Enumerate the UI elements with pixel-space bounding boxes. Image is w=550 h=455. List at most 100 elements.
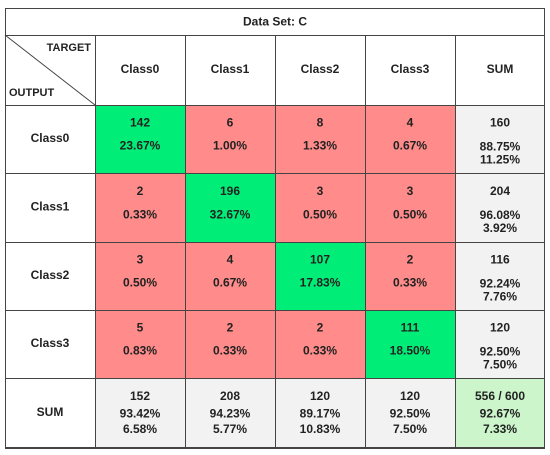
total-error: 7.33% — [483, 422, 517, 436]
cell-r2-c1 — [185, 242, 275, 310]
cell-percent-r1-c0: 0.33% — [123, 207, 157, 221]
cell-r3-c2 — [275, 310, 365, 378]
col-sum-error-1: 5.77% — [213, 422, 247, 436]
cell-count-r2-c0: 3 — [137, 253, 144, 267]
cell-r3-c3 — [365, 310, 455, 378]
row-header-class0: Class0 — [31, 131, 70, 145]
cell-r0-c2 — [275, 105, 365, 173]
grid-lines — [5, 8, 545, 449]
cell-count-r1-c3: 3 — [407, 184, 414, 198]
cell-count-r1-c0: 2 — [137, 184, 144, 198]
row-sum-correct-1: 96.08% — [480, 208, 521, 222]
title-band — [5, 8, 545, 35]
total-accuracy: 92.67% — [480, 407, 521, 421]
col-sum-error-3: 7.50% — [393, 422, 427, 436]
cell-r3-c1 — [185, 310, 275, 378]
cell-r1-c2 — [275, 173, 365, 242]
col-sum-cell-2 — [275, 378, 365, 448]
row-sum-correct-0: 88.75% — [480, 139, 521, 153]
cell-percent-r3-c2: 0.33% — [303, 344, 337, 358]
row-sum-cell-0 — [455, 105, 545, 173]
cell-percent-r3-c3: 18.50% — [390, 344, 431, 358]
col-sum-correct-3: 92.50% — [390, 407, 431, 421]
cell-percent-r3-c1: 0.33% — [213, 344, 247, 358]
cell-percent-r3-c0: 0.83% — [123, 344, 157, 358]
row-header-class1: Class1 — [31, 200, 70, 214]
cell-percent-r1-c1: 32.67% — [210, 207, 251, 221]
cell-percent-r0-c2: 1.33% — [303, 139, 337, 153]
cell-count-r2-c1: 4 — [227, 253, 234, 267]
row-sum-count-0: 160 — [490, 116, 510, 130]
cell-r2-c2 — [275, 242, 365, 310]
column-header-class3: Class3 — [391, 62, 430, 76]
output-label: OUTPUT — [9, 87, 55, 99]
cell-percent-r2-c2: 17.83% — [300, 276, 341, 290]
col-sum-correct-1: 94.23% — [210, 407, 251, 421]
cell-r2-c3 — [365, 242, 455, 310]
cell-count-r0-c2: 8 — [317, 116, 324, 130]
column-header-class2: Class2 — [301, 62, 340, 76]
row-header-class3: Class3 — [31, 336, 70, 350]
cell-r0-c1 — [185, 105, 275, 173]
cell-r0-c3 — [365, 105, 455, 173]
cell-percent-r0-c1: 1.00% — [213, 139, 247, 153]
column-header-class0: Class0 — [121, 62, 160, 76]
cell-count-r2-c3: 2 — [407, 253, 414, 267]
col-sum-correct-0: 93.42% — [120, 407, 161, 421]
cell-percent-r2-c0: 0.50% — [123, 276, 157, 290]
cell-count-r0-c1: 6 — [227, 116, 234, 130]
total-cell — [455, 378, 545, 448]
cell-r2-c0 — [95, 242, 185, 310]
row-sum-count-3: 120 — [490, 321, 510, 335]
cell-count-r3-c3: 111 — [401, 321, 420, 335]
row-sum-error-0: 11.25% — [480, 152, 520, 166]
col-sum-count-0: 152 — [130, 389, 150, 403]
cell-percent-r2-c1: 0.67% — [213, 276, 247, 290]
column-header-sum: SUM — [487, 62, 514, 76]
target-label: TARGET — [47, 42, 92, 54]
row-sum-correct-3: 92.50% — [480, 344, 521, 358]
cell-count-r3-c0: 5 — [137, 321, 144, 335]
col-sum-correct-2: 89.17% — [300, 407, 341, 421]
cell-r1-c0 — [95, 173, 185, 242]
row-sum-cell-2 — [455, 242, 545, 310]
col-sum-count-3: 120 — [400, 389, 420, 403]
col-sum-count-2: 120 — [310, 389, 330, 403]
row-sum-error-1: 3.92% — [483, 221, 517, 235]
corner-diagonal — [4, 34, 96, 106]
cell-count-r3-c1: 2 — [227, 321, 234, 335]
cell-percent-r1-c2: 0.50% — [303, 207, 337, 221]
chart-title: Data Set: C — [243, 15, 307, 29]
row-sum-cell-3 — [455, 310, 545, 378]
cell-percent-r0-c0: 23.67% — [120, 139, 161, 153]
cell-count-r3-c2: 2 — [317, 321, 324, 335]
row-header-class2: Class2 — [31, 268, 70, 282]
total-count: 556 / 600 — [475, 389, 525, 403]
cell-percent-r0-c3: 0.67% — [393, 139, 427, 153]
col-sum-cell-0 — [95, 378, 185, 448]
cell-r0-c0 — [95, 105, 185, 173]
row-header-sum: SUM — [37, 405, 64, 419]
cell-r1-c1 — [185, 173, 275, 242]
row-sum-error-3: 7.50% — [483, 357, 517, 371]
row-sum-error-2: 7.76% — [483, 289, 517, 303]
col-sum-error-2: 10.83% — [300, 422, 341, 436]
cell-count-r1-c1: 196 — [220, 184, 240, 198]
col-sum-cell-1 — [185, 378, 275, 448]
cell-count-r2-c2: 107 — [310, 253, 330, 267]
cell-percent-r1-c3: 0.50% — [393, 207, 427, 221]
cell-count-r0-c0: 142 — [130, 116, 150, 130]
column-header-class1: Class1 — [211, 62, 250, 76]
cell-count-r0-c3: 4 — [407, 116, 414, 130]
row-sum-correct-2: 92.24% — [480, 276, 521, 290]
col-sum-cell-3 — [365, 378, 455, 448]
col-sum-count-1: 208 — [220, 389, 240, 403]
cell-r1-c3 — [365, 173, 455, 242]
cell-percent-r2-c3: 0.33% — [393, 276, 427, 290]
row-sum-count-1: 204 — [490, 184, 510, 198]
cell-r3-c0 — [95, 310, 185, 378]
cell-count-r1-c2: 3 — [317, 184, 324, 198]
row-sum-cell-1 — [455, 173, 545, 242]
row-sum-count-2: 116 — [490, 253, 510, 267]
